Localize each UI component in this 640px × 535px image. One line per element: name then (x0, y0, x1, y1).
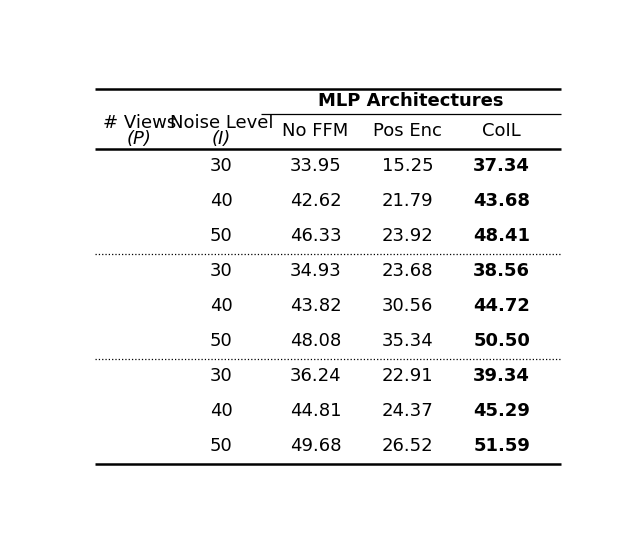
Text: 30: 30 (210, 367, 233, 385)
Text: 39.34: 39.34 (473, 367, 530, 385)
Text: 21.79: 21.79 (381, 192, 433, 210)
Text: 44.81: 44.81 (290, 402, 341, 421)
Text: 35.34: 35.34 (381, 332, 433, 350)
Text: Noise Level: Noise Level (170, 114, 273, 132)
Text: 48.41: 48.41 (473, 227, 530, 245)
Text: 50: 50 (210, 227, 233, 245)
Text: 30.56: 30.56 (381, 297, 433, 315)
Text: # Views: # Views (103, 114, 176, 132)
Text: 50.50: 50.50 (473, 332, 530, 350)
Text: (P): (P) (127, 131, 152, 148)
Text: 34.93: 34.93 (290, 262, 342, 280)
Text: 43.68: 43.68 (473, 192, 530, 210)
Text: 51.59: 51.59 (473, 437, 530, 455)
Text: 24.37: 24.37 (381, 402, 433, 421)
Text: 40: 40 (210, 192, 233, 210)
Text: MLP Architectures: MLP Architectures (318, 92, 504, 110)
Text: 42.62: 42.62 (290, 192, 341, 210)
Text: 48.08: 48.08 (290, 332, 341, 350)
Text: 15.25: 15.25 (381, 157, 433, 175)
Text: 50: 50 (210, 332, 233, 350)
Text: 26.52: 26.52 (381, 437, 433, 455)
Text: 45.29: 45.29 (473, 402, 530, 421)
Text: 43.82: 43.82 (290, 297, 341, 315)
Text: No FFM: No FFM (282, 122, 349, 140)
Text: 22.91: 22.91 (381, 367, 433, 385)
Text: 36.24: 36.24 (290, 367, 341, 385)
Text: 46.33: 46.33 (290, 227, 341, 245)
Text: 40: 40 (210, 297, 233, 315)
Text: 30: 30 (210, 157, 233, 175)
Text: Pos Enc: Pos Enc (373, 122, 442, 140)
Text: 30: 30 (210, 262, 233, 280)
Text: 33.95: 33.95 (290, 157, 342, 175)
Text: (I): (I) (212, 131, 231, 148)
Text: 23.68: 23.68 (381, 262, 433, 280)
Text: 38.56: 38.56 (473, 262, 530, 280)
Text: 37.34: 37.34 (473, 157, 530, 175)
Text: 49.68: 49.68 (290, 437, 341, 455)
Text: CoIL: CoIL (482, 122, 521, 140)
Text: 40: 40 (210, 402, 233, 421)
Text: 44.72: 44.72 (473, 297, 530, 315)
Text: 23.92: 23.92 (381, 227, 433, 245)
Text: 50: 50 (210, 437, 233, 455)
